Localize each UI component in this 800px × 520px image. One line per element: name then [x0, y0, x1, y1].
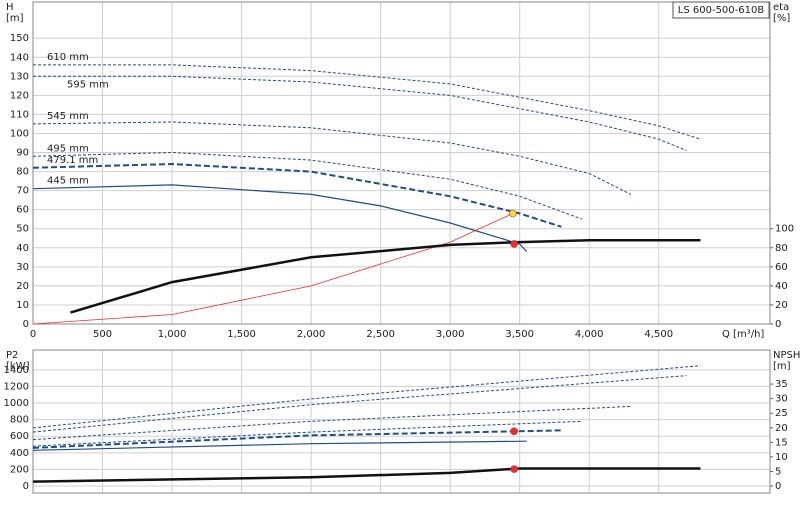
x-axis-label: Q [m³/h] — [722, 329, 764, 340]
curve — [32, 365, 701, 429]
x-tick-label: 3,500 — [505, 329, 534, 340]
curve — [32, 375, 687, 433]
duty-point — [510, 240, 518, 248]
y-axis-label: [kW] — [6, 361, 30, 372]
y-axis-label: [m] — [6, 13, 24, 24]
curve — [33, 75, 687, 152]
duty-point — [510, 465, 518, 473]
y-tick-label: 800 — [10, 415, 29, 426]
y-tick-label: 90 — [16, 148, 29, 159]
y-tick-label: 400 — [10, 448, 29, 459]
curve-label: 495 mm — [47, 143, 89, 154]
y-tick-label: 70 — [16, 186, 29, 197]
plot-frame — [32, 1, 771, 325]
y2-tick-label: 60 — [775, 262, 788, 273]
y-tick-label: 110 — [10, 109, 29, 120]
y-tick-label: 200 — [10, 464, 29, 475]
title-box — [672, 1, 770, 19]
y-axis-label: P2 — [6, 350, 18, 361]
x-tick-label: 1,000 — [158, 329, 187, 340]
curve — [32, 162, 562, 228]
y2-tick-label: 0 — [775, 481, 781, 492]
y-tick-label: 30 — [16, 262, 29, 273]
curve-label: 479.1 mm — [47, 155, 98, 166]
x-tick-label: 1,500 — [227, 329, 256, 340]
y2-tick-label: 80 — [775, 243, 788, 254]
y2-tick-label: 35 — [775, 379, 788, 390]
y-tick-label: 150 — [10, 33, 29, 44]
chart-title: LS 600-500-610B — [678, 5, 765, 16]
y-tick-label: 80 — [16, 167, 29, 178]
y-tick-label: 1000 — [4, 398, 29, 409]
curve-label: 445 mm — [47, 176, 89, 187]
x-tick-label: 3,000 — [436, 329, 465, 340]
y2-tick-label: 40 — [775, 281, 788, 292]
curve — [32, 151, 583, 220]
y2-tick-label: 5 — [775, 466, 781, 477]
curve-label: 545 mm — [47, 111, 89, 122]
curve — [32, 405, 631, 441]
x-tick-label: 500 — [93, 329, 112, 340]
y-tick-label: 120 — [10, 90, 29, 101]
curve-label: 610 mm — [47, 52, 89, 63]
y-tick-label: 1400 — [4, 365, 29, 376]
curve — [32, 184, 528, 253]
x-tick-label: 2,500 — [366, 329, 395, 340]
y-tick-label: 100 — [10, 128, 29, 139]
y-tick-label: 130 — [10, 71, 29, 82]
y-tick-label: 0 — [23, 481, 29, 492]
y-tick-label: 10 — [16, 300, 29, 311]
curve — [33, 64, 701, 140]
y-tick-label: 0 — [23, 319, 29, 330]
y2-tick-label: 10 — [775, 452, 788, 463]
y2-axis-label: [m] — [773, 361, 791, 372]
curve — [32, 440, 527, 451]
curve — [32, 121, 632, 195]
y2-tick-label: 100 — [775, 224, 794, 235]
x-tick-label: 4,500 — [644, 329, 673, 340]
y2-tick-label: 20 — [775, 423, 788, 434]
y2-axis-label: NPSH — [773, 350, 800, 361]
curve — [32, 420, 583, 447]
y2-tick-label: 25 — [775, 408, 788, 419]
y-tick-label: 50 — [16, 224, 29, 235]
duty-point — [508, 209, 517, 218]
x-tick-label: 4,000 — [575, 329, 604, 340]
y-tick-label: 600 — [10, 431, 29, 442]
y2-tick-label: 0 — [775, 319, 781, 330]
y2-axis-label: [%] — [773, 13, 790, 24]
y2-tick-label: 30 — [775, 394, 788, 405]
plot-frame — [32, 349, 771, 494]
curve-label: 595 mm — [67, 79, 109, 90]
curve — [32, 467, 701, 483]
duty-point — [510, 427, 518, 436]
y-tick-label: 1200 — [4, 381, 29, 392]
x-tick-label: 0 — [30, 329, 36, 340]
x-tick-label: 2,000 — [297, 329, 326, 340]
y2-tick-label: 15 — [775, 437, 788, 448]
y2-tick-label: 20 — [775, 300, 788, 311]
y-tick-label: 60 — [16, 205, 29, 216]
y-tick-label: 20 — [16, 281, 29, 292]
curve — [70, 238, 701, 314]
y-tick-label: 40 — [16, 243, 29, 254]
y-tick-label: 140 — [10, 52, 29, 63]
y-axis-label: H — [6, 2, 14, 13]
curve — [32, 429, 562, 449]
y2-axis-label: eta — [773, 2, 789, 13]
curve — [32, 213, 513, 325]
